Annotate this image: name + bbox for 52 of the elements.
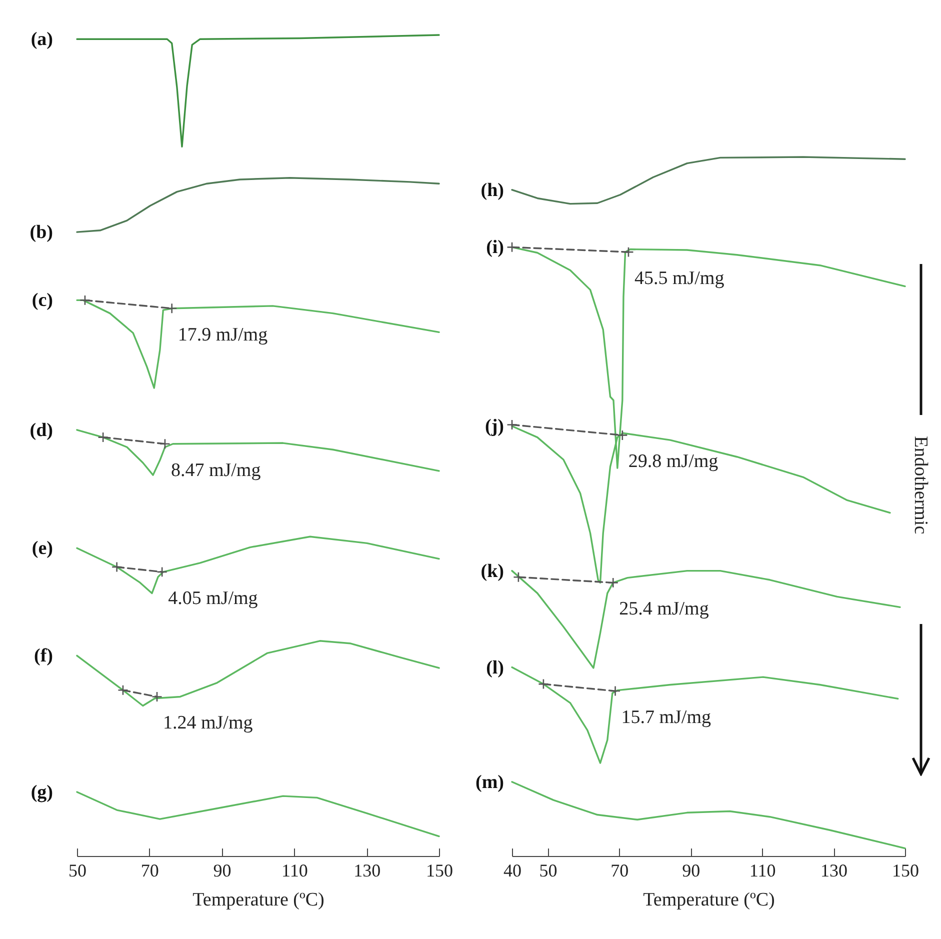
series-label: (m) — [476, 772, 504, 793]
x-tick-label: 150 — [892, 860, 919, 880]
point — [160, 438, 170, 450]
text: Endothermic — [909, 436, 931, 534]
x-tick-label: 130 — [820, 860, 848, 880]
series-label: (a) — [30, 29, 53, 50]
annotation: 15.7 mJ/mg — [621, 707, 712, 728]
point — [152, 691, 162, 702]
x-axis-title: Temperature (ºC) — [192, 890, 324, 910]
x-tick-label: 40 — [504, 860, 522, 880]
series-label: (l) — [486, 657, 504, 678]
series-label: (b) — [30, 222, 53, 244]
series-label: (d) — [30, 420, 53, 441]
x-tick-label: 130 — [354, 860, 381, 880]
x-tick-label: 90 — [213, 860, 232, 880]
x-axis-title: Temperature (ºC) — [643, 890, 775, 910]
point — [111, 562, 122, 572]
annotation: 8.47 mJ/mg — [170, 460, 262, 481]
x-tick-label: 70 — [610, 860, 629, 880]
x-tick-label: 110 — [749, 860, 776, 880]
point — [610, 686, 621, 696]
annotation: 45.5 mJ/mg — [634, 268, 725, 290]
annotation: 25.4 mJ/mg — [619, 598, 710, 620]
series-label: (g) — [30, 782, 53, 803]
annotation: 29.8 mJ/mg — [628, 451, 719, 472]
point — [98, 432, 108, 443]
x-tick-label: 50 — [68, 860, 86, 880]
series-label: (j) — [485, 416, 504, 438]
series-label: (e) — [32, 538, 53, 560]
x-tick-label: 90 — [682, 860, 700, 880]
annotation: 17.9 mJ/mg — [178, 324, 268, 346]
point — [623, 246, 634, 258]
series-label: (c) — [32, 290, 53, 312]
point — [617, 430, 628, 441]
point — [166, 303, 178, 314]
point — [608, 577, 618, 588]
point — [506, 242, 518, 253]
point — [80, 294, 90, 306]
point — [118, 684, 128, 696]
series-label: (h) — [480, 180, 504, 201]
x-tick-label: 150 — [426, 860, 453, 880]
x-tick-label: 70 — [140, 860, 159, 880]
series-label: (f) — [34, 646, 53, 667]
annotation: 4.05 mJ/mg — [168, 588, 258, 609]
point — [506, 419, 518, 430]
point — [538, 678, 549, 690]
series-label: (k) — [480, 560, 504, 582]
annotation: 1.24 mJ/mg — [163, 712, 254, 734]
point — [156, 566, 168, 578]
x-tick-label: 110 — [282, 860, 308, 880]
series-label: (i) — [486, 237, 504, 258]
x-tick-label: 50 — [539, 860, 558, 880]
